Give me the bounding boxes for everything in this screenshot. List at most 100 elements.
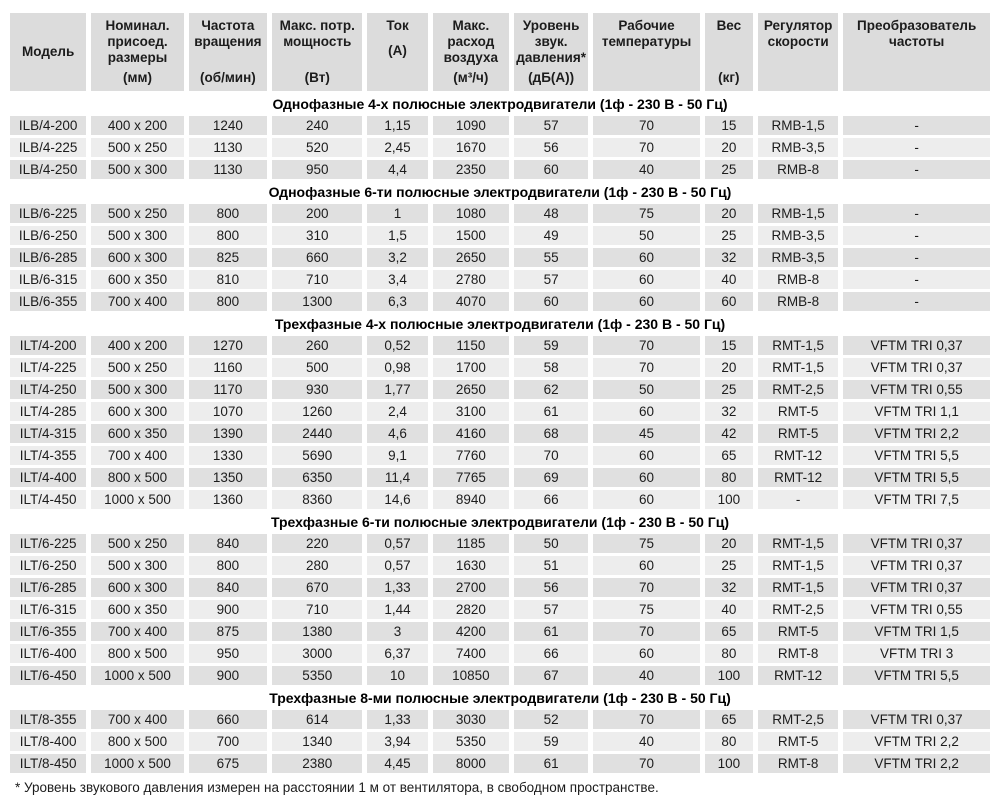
model-cell: ILB/4-250 [10, 160, 87, 179]
section-row: Трехфазные 8-ми полюсные электродвигател… [10, 688, 990, 707]
value-cell: 1500 [432, 226, 509, 245]
model-cell: ILT/4-355 [10, 446, 87, 465]
section-row: Однофазные 4-х полюсные электродвигатели… [10, 94, 990, 113]
value-cell: 1,5 [367, 226, 428, 245]
value-cell: 800 x 500 [91, 644, 184, 663]
value-cell: 40 [593, 160, 700, 179]
column-header: Ток (А) [367, 13, 428, 91]
column-title: Частота вращения [194, 18, 262, 50]
value-cell: - [843, 116, 990, 135]
value-cell: - [843, 160, 990, 179]
value-cell: 1130 [188, 138, 268, 157]
value-cell: 800 [188, 292, 268, 311]
value-cell: 1000 x 500 [91, 754, 184, 773]
model-cell: ILT/6-250 [10, 556, 87, 575]
value-cell: VFTM TRI 1,1 [843, 402, 990, 421]
table-row: ILT/6-285 600 x 300 840 670 1,33 2700 56 70 32 RM… [10, 578, 990, 597]
value-cell: 0,52 [367, 336, 428, 355]
value-cell: 80 [704, 468, 753, 487]
section-header: Однофазные 4-х полюсные электродвигатели… [10, 94, 990, 113]
column-header: Уровень звук. давления* (дБ(А)) [514, 13, 589, 91]
value-cell: RMT-8 [757, 644, 839, 663]
value-cell: 6350 [272, 468, 363, 487]
value-cell: 4070 [432, 292, 509, 311]
value-cell: 69 [514, 468, 589, 487]
value-cell: 900 [188, 666, 268, 685]
column-unit: (А) [388, 43, 407, 59]
value-cell: 2380 [272, 754, 363, 773]
value-cell: 68 [514, 424, 589, 443]
value-cell: 1070 [188, 402, 268, 421]
value-cell: 950 [188, 644, 268, 663]
value-cell: 6,37 [367, 644, 428, 663]
value-cell: 80 [704, 732, 753, 751]
value-cell: 700 x 400 [91, 446, 184, 465]
value-cell: 75 [593, 600, 700, 619]
value-cell: 1,33 [367, 578, 428, 597]
section-header: Трехфазные 8-ми полюсные электродвигател… [10, 688, 990, 707]
value-cell: 0,98 [367, 358, 428, 377]
fan-spec-table: Модель Номинал. присоед. размеры (мм) Часто… [5, 10, 995, 776]
value-cell: 3030 [432, 710, 509, 729]
value-cell: 1,77 [367, 380, 428, 399]
table-row: ILT/8-450 1000 x 500 675 2380 4,45 8000 61 70 10… [10, 754, 990, 773]
value-cell: 4200 [432, 622, 509, 641]
model-cell: ILT/6-355 [10, 622, 87, 641]
column-unit: (кг) [718, 69, 740, 85]
value-cell: 0,57 [367, 534, 428, 553]
value-cell: 25 [704, 226, 753, 245]
section-row: Трехфазные 6-ти полюсные электродвигател… [10, 512, 990, 531]
value-cell: RMB-3,5 [757, 138, 839, 157]
value-cell: 40 [593, 732, 700, 751]
value-cell: VFTM TRI 3 [843, 644, 990, 663]
value-cell: 32 [704, 248, 753, 267]
value-cell: 500 x 300 [91, 556, 184, 575]
section-header: Трехфазные 4-х полюсные электродвигатели… [10, 314, 990, 333]
column-header: Преобразователь частоты [843, 13, 990, 91]
table-row: ILT/4-225 500 x 250 1160 500 0,98 1700 58 70 20 R… [10, 358, 990, 377]
value-cell: 62 [514, 380, 589, 399]
value-cell: 800 [188, 556, 268, 575]
table-row: ILT/4-400 800 x 500 1350 6350 11,4 7765 69 60 80… [10, 468, 990, 487]
value-cell: 60 [593, 644, 700, 663]
value-cell: RMT-5 [757, 424, 839, 443]
column-header: Макс. потр. мощность (Вт) [272, 13, 363, 91]
column-title: Вес [716, 18, 742, 33]
value-cell: 400 x 200 [91, 116, 184, 135]
table-row: ILT/6-450 1000 x 500 900 5350 10 10850 67 40 100… [10, 666, 990, 685]
value-cell: 3000 [272, 644, 363, 663]
value-cell: 600 x 350 [91, 424, 184, 443]
value-cell: 32 [704, 578, 753, 597]
value-cell: 1,33 [367, 710, 428, 729]
value-cell: RMT-2,5 [757, 380, 839, 399]
model-cell: ILB/6-225 [10, 204, 87, 223]
table-row: ILT/4-315 600 x 350 1390 2440 4,6 4160 68 45 42 R… [10, 424, 990, 443]
value-cell: VFTM TRI 0,37 [843, 710, 990, 729]
value-cell: 60 [593, 468, 700, 487]
value-cell: 1 [367, 204, 428, 223]
value-cell: 600 x 300 [91, 402, 184, 421]
model-cell: ILT/4-450 [10, 490, 87, 509]
value-cell: 3100 [432, 402, 509, 421]
value-cell: 66 [514, 644, 589, 663]
table-row: ILB/6-250 500 x 300 800 310 1,5 1500 49 50 25 RMB… [10, 226, 990, 245]
model-cell: ILT/8-355 [10, 710, 87, 729]
column-title: Макс. потр. мощность [279, 18, 355, 50]
table-row: ILB/6-285 600 x 300 825 660 3,2 2650 55 60 32 RMB… [10, 248, 990, 267]
value-cell: 5690 [272, 446, 363, 465]
value-cell: 3,94 [367, 732, 428, 751]
value-cell: 59 [514, 336, 589, 355]
value-cell: 55 [514, 248, 589, 267]
value-cell: - [843, 292, 990, 311]
value-cell: 4,45 [367, 754, 428, 773]
value-cell: 700 x 400 [91, 292, 184, 311]
value-cell: 500 x 250 [91, 204, 184, 223]
value-cell: 700 x 400 [91, 622, 184, 641]
value-cell: 65 [704, 710, 753, 729]
column-unit: (дБ(А)) [528, 69, 575, 85]
table-row: ILT/4-355 700 x 400 1330 5690 9,1 7760 70 60 65 R… [10, 446, 990, 465]
value-cell: VFTM TRI 2,2 [843, 754, 990, 773]
value-cell: 61 [514, 402, 589, 421]
value-cell: RMT-5 [757, 622, 839, 641]
value-cell: 1,44 [367, 600, 428, 619]
